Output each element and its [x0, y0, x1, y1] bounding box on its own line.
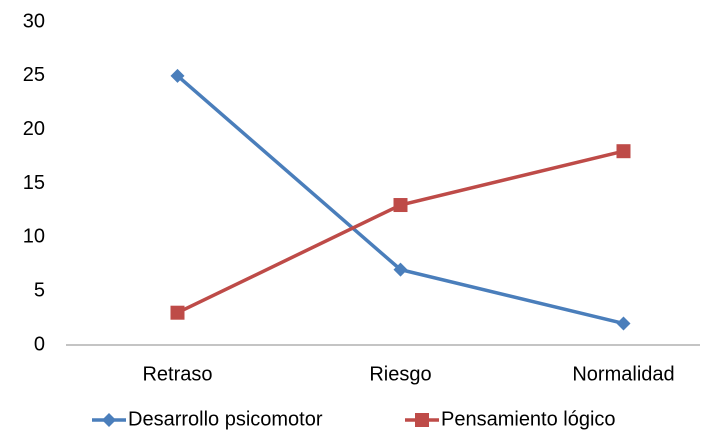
legend-label: Desarrollo psicomotor — [128, 408, 323, 430]
series-line — [176, 149, 624, 315]
y-tick-label: 10 — [23, 226, 45, 248]
x-tick-label: Retraso — [142, 363, 212, 385]
y-tick-label: 20 — [23, 118, 45, 140]
data-point — [616, 144, 631, 159]
x-tick-label: Normalidad — [572, 363, 674, 385]
y-tick-label: 30 — [23, 10, 45, 32]
legend-marker — [415, 413, 429, 427]
data-point — [393, 198, 408, 213]
data-point — [393, 262, 408, 277]
data-point — [170, 305, 185, 320]
legend-label: Pensamiento lógico — [441, 408, 616, 430]
data-point — [170, 68, 185, 83]
y-tick-label: 15 — [23, 172, 45, 194]
y-tick-label: 25 — [23, 64, 45, 86]
data-point — [616, 316, 631, 331]
y-tick-label: 5 — [34, 279, 45, 301]
legend-marker — [102, 413, 116, 427]
y-tick-label: 0 — [34, 333, 45, 355]
x-tick-label: Riesgo — [369, 363, 431, 385]
